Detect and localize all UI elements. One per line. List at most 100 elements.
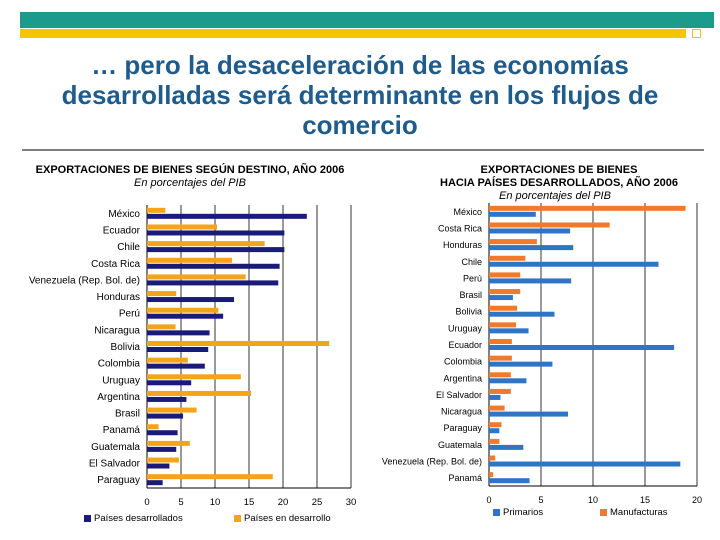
right-bar-s1-1	[489, 228, 571, 234]
left-bar-s1-0	[147, 213, 307, 219]
left-chart-title: EXPORTACIONES DE BIENES SEGÚN DESTINO, A…	[35, 164, 345, 176]
left-legend-item-1: Países desarrollados	[84, 513, 183, 524]
left-category-label-10: Uruguay	[102, 375, 140, 386]
right-category-label-5: Brasil	[459, 290, 482, 300]
left-category-label-1: Ecuador	[103, 225, 141, 236]
left-bar-s1-9	[147, 363, 205, 369]
left-bar-s2-16	[147, 474, 273, 480]
right-category-label-8: Ecuador	[448, 340, 482, 350]
left-category-label-12: Brasil	[115, 409, 140, 420]
right-bar-s1-2	[489, 245, 574, 251]
left-x-tick-label-2: 10	[210, 497, 221, 508]
left-legend-label-1: Países desarrollados	[94, 513, 183, 524]
header-square-mark	[692, 29, 701, 38]
right-category-label-12: Nicaragua	[441, 407, 482, 417]
right-x-tick-label-1: 5	[538, 495, 543, 505]
left-bar-s2-11	[147, 390, 252, 396]
left-legend-label-2: Países en desarrollo	[244, 513, 331, 524]
right-category-label-9: Colombia	[444, 357, 482, 367]
header-yellow-band	[20, 29, 686, 38]
left-legend-swatch-1	[84, 515, 91, 522]
slide-title: … pero la desaceleración de las economía…	[61, 50, 659, 140]
right-legend-swatch-1	[493, 509, 500, 516]
left-bar-s1-7	[147, 330, 210, 336]
left-bar-s1-14	[147, 446, 177, 452]
left-bar-s1-6	[147, 313, 224, 319]
right-legend-label-1: Primarios	[503, 507, 544, 518]
right-category-label-15: Venezuela (Rep. Bol. de)	[382, 457, 482, 467]
right-bar-s1-16	[489, 478, 530, 484]
right-bar-s1-3	[489, 261, 659, 267]
left-category-label-7: Nicaragua	[94, 325, 140, 336]
right-chart-subtitle: En porcentajes del PIB	[499, 190, 611, 202]
left-category-label-0: México	[108, 209, 140, 220]
right-x-tick-label-2: 10	[588, 495, 598, 505]
header-teal-band	[20, 12, 714, 28]
right-bar-s2-3	[489, 255, 526, 261]
left-x-tick-label-5: 25	[312, 497, 323, 508]
left-bar-s1-16	[147, 480, 163, 486]
left-x-tick-label-3: 15	[244, 497, 255, 508]
right-category-label-4: Perú	[463, 273, 482, 283]
left-bar-s2-7	[147, 324, 176, 330]
right-category-label-13: Paraguay	[443, 423, 482, 433]
left-bar-s1-1	[147, 230, 285, 236]
right-bar-s2-8	[489, 339, 512, 344]
left-x-tick-label-1: 5	[178, 497, 183, 508]
left-x-tick-label-4: 20	[278, 497, 289, 508]
left-legend-swatch-2	[234, 515, 241, 522]
left-category-label-13: Panamá	[103, 425, 141, 436]
left-bar-s1-11	[147, 396, 187, 402]
right-x-tick-label-0: 0	[486, 495, 491, 505]
left-bar-s1-12	[147, 413, 184, 419]
left-chart-subtitle: En porcentajes del PIB	[134, 177, 246, 189]
right-category-label-7: Uruguay	[448, 323, 483, 333]
right-bar-s2-14	[489, 438, 500, 444]
right-legend-item-1: Primarios	[493, 507, 543, 518]
right-category-label-3: Chile	[461, 257, 482, 267]
left-bar-s2-15	[147, 457, 179, 463]
left-bar-s2-4	[147, 274, 246, 280]
left-bar-s1-13	[147, 430, 178, 436]
right-legend-label-2: Manufacturas	[610, 507, 668, 518]
right-bar-s2-6	[489, 305, 518, 311]
right-bar-s1-10	[489, 378, 527, 384]
right-chart-title: EXPORTACIONES DE BIENES HACIA PAÍSES DES…	[440, 164, 678, 189]
right-bar-s2-16	[489, 472, 494, 478]
right-x-tick-label-3: 15	[640, 495, 650, 505]
left-category-label-3: Costa Rica	[91, 259, 140, 270]
right-bar-s1-0	[489, 211, 536, 217]
left-bar-s1-8	[147, 347, 209, 352]
left-bar-s2-0	[147, 207, 166, 213]
left-bar-s1-2	[147, 247, 285, 253]
right-bar-s1-7	[489, 328, 529, 334]
right-bar-s1-5	[489, 295, 513, 301]
left-category-label-14: Guatemala	[91, 442, 140, 453]
left-category-label-4: Venezuela (Rep. Bol. de)	[29, 275, 140, 286]
left-bar-s1-5	[147, 297, 235, 303]
left-category-label-11: Argentina	[97, 392, 140, 403]
right-legend-item-2: Manufacturas	[600, 507, 668, 518]
left-bar-s1-3	[147, 263, 280, 269]
right-legend-swatch-2	[600, 509, 607, 516]
right-x-tick-label-4: 20	[692, 495, 702, 505]
right-bar-s1-15	[489, 461, 681, 467]
left-bar-s2-2	[147, 241, 265, 247]
left-bar-s1-15	[147, 463, 170, 469]
right-bar-s1-13	[489, 428, 500, 434]
left-bar-s1-10	[147, 380, 192, 386]
left-bar-s1-4	[147, 280, 279, 286]
left-category-label-15: El Salvador	[89, 459, 141, 470]
right-category-label-6: Bolivia	[455, 307, 482, 317]
right-category-label-10: Argentina	[443, 373, 482, 383]
right-bar-s2-9	[489, 355, 512, 361]
right-category-label-14: Guatemala	[438, 440, 482, 450]
right-bar-s1-8	[489, 345, 675, 350]
right-bar-s2-4	[489, 272, 521, 278]
left-bar-s2-6	[147, 307, 219, 313]
right-bar-s2-2	[489, 239, 537, 245]
left-legend-item-2: Países en desarrollo	[234, 513, 331, 524]
right-bar-s1-14	[489, 444, 524, 450]
left-category-label-5: Honduras	[97, 292, 140, 303]
